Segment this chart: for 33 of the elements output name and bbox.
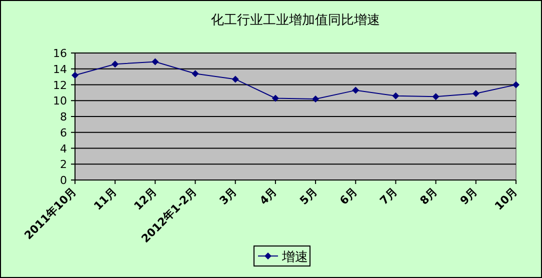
point: [392, 92, 400, 100]
x-tick-label: 12月: [132, 184, 160, 213]
legend-label: 增速: [281, 250, 308, 265]
x-tick-label: 11月: [91, 184, 120, 213]
x-tick-label: 7月: [377, 184, 400, 208]
x-tick-label: 5月: [297, 184, 320, 208]
point: [512, 81, 520, 88]
point: [432, 93, 440, 100]
point: [72, 72, 78, 79]
chart-title: 化工行业工业增加值同比增速: [211, 13, 380, 28]
x-tick-label: 6月: [337, 184, 360, 208]
y-tick-label: 4: [60, 142, 67, 156]
x-tick-label: 4月: [257, 184, 280, 208]
point: [312, 96, 320, 103]
point: [352, 86, 360, 94]
y-tick-label: 14: [53, 62, 67, 76]
y-tick-label: 2: [60, 158, 67, 172]
point: [152, 58, 159, 66]
x-tick-label: 3月: [217, 184, 240, 208]
x-tick-label: 10月: [492, 184, 520, 213]
point: [112, 60, 119, 68]
y-tick-label: 6: [60, 126, 67, 140]
point: [232, 76, 239, 83]
y-tick-label: 16: [53, 47, 67, 60]
y-tick-label: 8: [60, 110, 67, 124]
x-tick-label: 8月: [418, 184, 440, 208]
y-tick-label: 10: [53, 94, 67, 108]
y-tick-label: 0: [60, 174, 67, 187]
point: [472, 90, 480, 97]
point: [272, 94, 279, 102]
point: [192, 70, 199, 78]
x-tick-label: 9月: [458, 184, 480, 208]
y-tick-label: 12: [53, 78, 67, 92]
